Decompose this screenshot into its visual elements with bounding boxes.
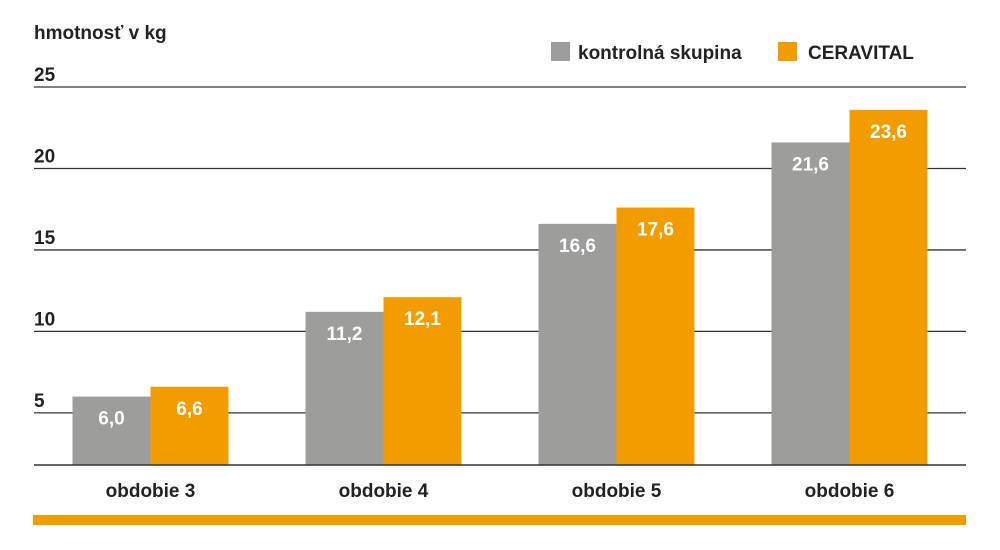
bar	[538, 223, 617, 465]
y-axis-ticks: 5 10 15 20 25	[34, 65, 56, 412]
x-tick-label: obdobie 3	[106, 481, 196, 502]
legend-label-kontrolna: kontrolná skupina	[578, 43, 742, 64]
x-tick-label: obdobie 4	[339, 481, 429, 502]
legend: kontrolná skupina CERAVITAL	[551, 42, 914, 64]
bar	[771, 142, 850, 465]
bar-value-label: 23,6	[870, 122, 907, 143]
x-axis-ticks: obdobie 3 obdobie 4 obdobie 5 obdobie 6	[106, 481, 895, 502]
bar	[150, 386, 229, 465]
bar-value-label: 16,6	[559, 236, 596, 257]
bar	[849, 109, 928, 465]
y-tick-label: 5	[34, 391, 45, 412]
bar-value-label: 17,6	[637, 220, 674, 241]
y-tick-label: 10	[34, 309, 55, 330]
bar-value-label: 6,0	[98, 409, 124, 430]
bar-value-label: 12,1	[404, 309, 441, 330]
bar-value-label: 6,6	[176, 399, 202, 420]
bar	[383, 297, 462, 465]
bar	[72, 396, 151, 465]
bar-value-label: 21,6	[792, 154, 829, 175]
y-tick-label: 15	[34, 228, 56, 249]
footer-bar	[33, 515, 966, 525]
bar-value-labels: 6,0 6,6 11,2 12,1 16,6 17,6 21,6 23,6	[98, 122, 907, 430]
legend-swatch-ceravital	[778, 42, 797, 61]
y-tick-label: 25	[34, 65, 56, 86]
bars	[72, 109, 928, 465]
bar	[616, 207, 695, 465]
bar	[305, 311, 384, 465]
y-tick-label: 20	[34, 146, 55, 167]
bar-value-label: 11,2	[327, 324, 363, 345]
x-tick-label: obdobie 5	[572, 481, 662, 502]
y-axis-label: hmotnosť v kg	[34, 23, 167, 44]
x-tick-label: obdobie 6	[805, 481, 895, 502]
legend-label-ceravital: CERAVITAL	[808, 43, 914, 64]
legend-swatch-kontrolna	[551, 42, 570, 61]
